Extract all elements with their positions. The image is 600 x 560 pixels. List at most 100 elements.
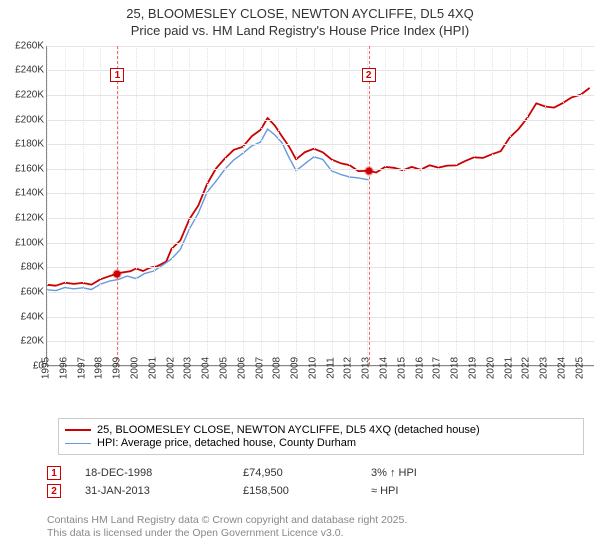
sale-point-dot (114, 270, 121, 277)
footnote: Contains HM Land Registry data © Crown c… (47, 514, 587, 540)
sale-marker-line (117, 46, 118, 365)
sale-date: 18-DEC-1998 (85, 467, 225, 479)
x-tick-label: 2008 (272, 357, 283, 379)
gridline-vertical (527, 46, 528, 365)
x-tick-label: 2000 (129, 357, 140, 379)
x-tick-label: 2012 (343, 357, 354, 379)
y-tick-label: £100K (0, 237, 44, 248)
x-tick-label: 2006 (236, 357, 247, 379)
gridline-vertical (474, 46, 475, 365)
gridline-vertical (421, 46, 422, 365)
x-tick-label: 1998 (94, 357, 105, 379)
footnote-line-2: This data is licensed under the Open Gov… (47, 527, 587, 540)
footnote-line-1: Contains HM Land Registry data © Crown c… (47, 514, 587, 527)
gridline-vertical (154, 46, 155, 365)
gridline-vertical (296, 46, 297, 365)
sale-marker-line (369, 46, 370, 365)
title-block: 25, BLOOMESLEY CLOSE, NEWTON AYCLIFFE, D… (0, 0, 600, 42)
gridline-horizontal (47, 243, 594, 244)
gridline-vertical (456, 46, 457, 365)
x-tick-label: 1995 (41, 357, 52, 379)
x-tick-label: 2001 (147, 357, 158, 379)
gridline-vertical (243, 46, 244, 365)
x-tick-label: 2007 (254, 357, 265, 379)
gridline-horizontal (47, 120, 594, 121)
sale-row-badge: 2 (47, 484, 61, 498)
x-tick-label: 1999 (112, 357, 123, 379)
title-line-2: Price paid vs. HM Land Registry's House … (0, 23, 600, 40)
y-tick-label: £240K (0, 65, 44, 76)
gridline-horizontal (47, 218, 594, 219)
chart-area: £0£20K£40K£60K£80K£100K£120K£140K£160K£1… (0, 42, 600, 412)
x-tick-label: 2016 (414, 357, 425, 379)
sale-price: £74,950 (243, 467, 353, 479)
gridline-vertical (261, 46, 262, 365)
sale-point-dot (365, 167, 372, 174)
gridline-vertical (492, 46, 493, 365)
gridline-horizontal (47, 46, 594, 47)
sale-date: 31-JAN-2013 (85, 485, 225, 497)
sale-row: 118-DEC-1998£74,9503% ↑ HPI (47, 466, 587, 480)
x-tick-label: 2022 (521, 357, 532, 379)
legend-swatch (65, 429, 91, 431)
legend-label: 25, BLOOMESLEY CLOSE, NEWTON AYCLIFFE, D… (97, 424, 480, 436)
series-line-price_paid (47, 88, 590, 286)
x-tick-label: 2005 (218, 357, 229, 379)
gridline-vertical (332, 46, 333, 365)
line-series-svg (47, 46, 595, 366)
x-tick-label: 1997 (76, 357, 87, 379)
gridline-vertical (172, 46, 173, 365)
gridline-vertical (349, 46, 350, 365)
x-tick-label: 2009 (290, 357, 301, 379)
sale-delta: ≈ HPI (371, 485, 491, 497)
sale-row: 2 31-JAN-2013 £158,500 ≈ HPI (47, 484, 587, 498)
gridline-vertical (545, 46, 546, 365)
gridline-vertical (189, 46, 190, 365)
gridline-vertical (225, 46, 226, 365)
gridline-horizontal (47, 193, 594, 194)
y-tick-label: £140K (0, 188, 44, 199)
y-tick-label: £80K (0, 262, 44, 273)
x-tick-label: 2011 (325, 357, 336, 379)
x-tick-label: 2020 (485, 357, 496, 379)
gridline-vertical (563, 46, 564, 365)
gridline-vertical (65, 46, 66, 365)
x-tick-label: 2025 (574, 357, 585, 379)
sale-price: £158,500 (243, 485, 353, 497)
x-tick-label: 2019 (468, 357, 479, 379)
x-tick-label: 2013 (361, 357, 372, 379)
x-tick-label: 2024 (556, 357, 567, 379)
chart-container: 25, BLOOMESLEY CLOSE, NEWTON AYCLIFFE, D… (0, 0, 600, 560)
gridline-vertical (100, 46, 101, 365)
gridline-vertical (385, 46, 386, 365)
gridline-vertical (314, 46, 315, 365)
sale-marker-badge: 2 (362, 68, 376, 82)
gridline-vertical (136, 46, 137, 365)
gridline-vertical (207, 46, 208, 365)
sales-table: 118-DEC-1998£74,9503% ↑ HPI231-JAN-2013£… (47, 462, 587, 502)
y-tick-label: £160K (0, 163, 44, 174)
x-tick-label: 2002 (165, 357, 176, 379)
x-tick-label: 2010 (307, 357, 318, 379)
sale-row-badge: 1 (47, 466, 61, 480)
x-tick-label: 2014 (379, 357, 390, 379)
gridline-horizontal (47, 169, 594, 170)
y-tick-label: £200K (0, 114, 44, 125)
y-tick-label: £120K (0, 213, 44, 224)
gridline-horizontal (47, 70, 594, 71)
x-tick-label: 2017 (432, 357, 443, 379)
gridline-horizontal (47, 341, 594, 342)
title-line-1: 25, BLOOMESLEY CLOSE, NEWTON AYCLIFFE, D… (0, 6, 600, 23)
gridline-horizontal (47, 317, 594, 318)
x-tick-label: 1996 (58, 357, 69, 379)
y-tick-label: £220K (0, 90, 44, 101)
plot-area: 12 (46, 46, 594, 366)
x-tick-label: 2004 (201, 357, 212, 379)
x-tick-label: 2015 (396, 357, 407, 379)
gridline-horizontal (47, 267, 594, 268)
y-tick-label: £60K (0, 286, 44, 297)
x-tick-label: 2018 (450, 357, 461, 379)
gridline-vertical (83, 46, 84, 365)
x-tick-label: 2023 (539, 357, 550, 379)
y-tick-label: £0 (0, 360, 44, 371)
